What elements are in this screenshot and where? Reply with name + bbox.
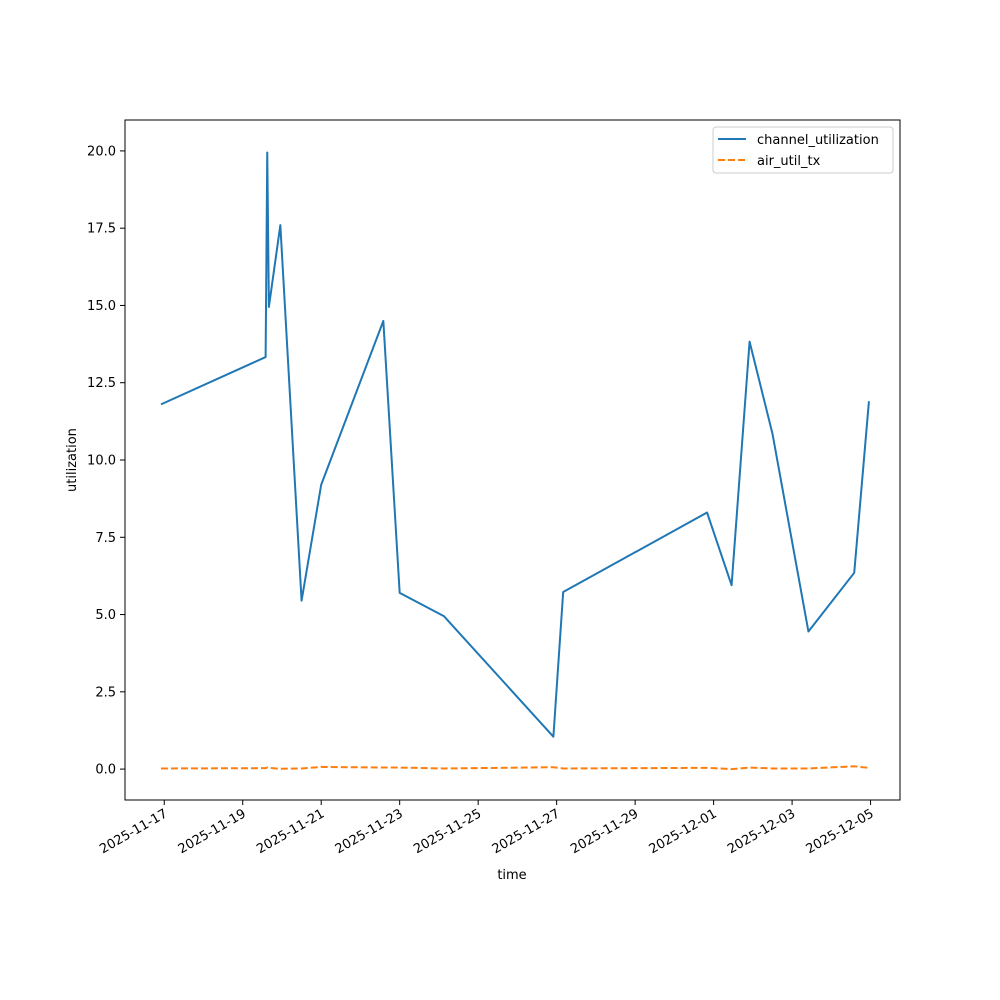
y-axis: 0.0 2.5 5.0 7.5 10.0 12.5 15.0 17.5 20.0 bbox=[87, 144, 125, 778]
x-tick-label: 2025-11-21 bbox=[254, 806, 327, 857]
y-tick-label: 17.5 bbox=[87, 222, 116, 237]
x-axis: 2025-11-17 2025-11-19 2025-11-21 2025-11-23… bbox=[97, 800, 877, 857]
y-tick-label: 0.0 bbox=[95, 763, 116, 778]
x-tick-label: 2025-11-23 bbox=[333, 806, 406, 857]
y-tick-label: 5.0 bbox=[95, 608, 116, 623]
series-line-air-util-tx bbox=[160, 765, 870, 771]
x-tick-label: 2025-12-05 bbox=[804, 806, 877, 857]
plot-frame bbox=[124, 119, 901, 801]
y-tick-label: 15.0 bbox=[87, 299, 116, 314]
x-axis-label: time bbox=[497, 868, 526, 883]
y-tick-label: 20.0 bbox=[87, 144, 116, 159]
x-tick-label: 2025-12-03 bbox=[725, 806, 798, 857]
legend-label-air-util-tx: air_util_tx bbox=[757, 154, 821, 169]
y-tick-label: 2.5 bbox=[95, 685, 116, 700]
series-line-channel-utilization bbox=[160, 151, 870, 738]
x-tick-label: 2025-12-01 bbox=[647, 806, 720, 857]
legend-label-channel-utilization: channel_utilization bbox=[757, 133, 879, 148]
lines-layer bbox=[160, 151, 870, 771]
y-tick-label: 10.0 bbox=[87, 454, 116, 469]
legend: channel_utilization air_util_tx bbox=[712, 126, 894, 174]
x-tick-label: 2025-11-19 bbox=[176, 806, 249, 857]
y-tick-label: 12.5 bbox=[87, 376, 116, 391]
x-tick-label: 2025-11-25 bbox=[411, 806, 484, 857]
legend-frame bbox=[712, 126, 894, 174]
x-tick-label: 2025-11-29 bbox=[568, 806, 641, 857]
y-axis-label: utilization bbox=[65, 428, 80, 492]
y-tick-label: 7.5 bbox=[95, 531, 116, 546]
x-tick-label: 2025-11-17 bbox=[97, 806, 170, 857]
x-tick-label: 2025-11-27 bbox=[490, 806, 563, 857]
